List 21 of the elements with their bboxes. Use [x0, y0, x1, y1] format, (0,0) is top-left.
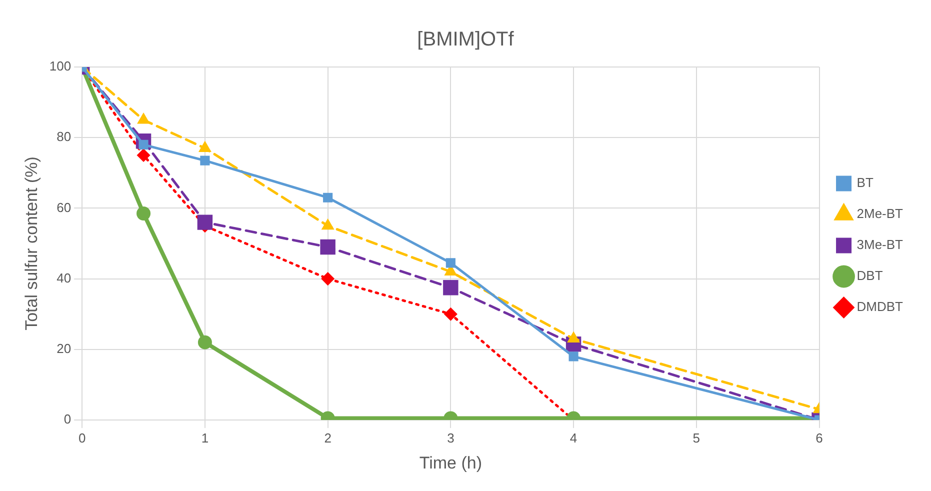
y-tick-label: 80	[56, 129, 72, 144]
y-tick-label: 20	[56, 340, 72, 356]
y-axis-title: Total sulfur content (%)	[22, 156, 41, 330]
x-tick-label: 1	[201, 430, 209, 446]
legend-label: DBT	[856, 268, 883, 284]
legend-label: 2Me-BT	[856, 206, 904, 222]
y-tick-label: 100	[49, 58, 72, 74]
chart-title: [BMIM]OTf	[417, 28, 514, 51]
legend-label: BT	[856, 175, 874, 190]
legend-label: 3Me-BT	[856, 237, 904, 252]
legend-label: DMDBT	[856, 299, 904, 314]
x-tick-label: 2	[324, 430, 332, 446]
y-tick-label: 0	[64, 412, 72, 427]
y-tick-label: 60	[56, 200, 72, 215]
x-tick-label: 4	[570, 430, 578, 446]
y-tick-label: 40	[56, 270, 72, 286]
x-tick-label: 5	[692, 430, 700, 446]
x-tick-label: 3	[447, 430, 454, 446]
x-axis-title: Time (h)	[419, 453, 482, 472]
x-tick-label: 6	[816, 430, 823, 446]
x-tick-label: 0	[78, 430, 86, 446]
